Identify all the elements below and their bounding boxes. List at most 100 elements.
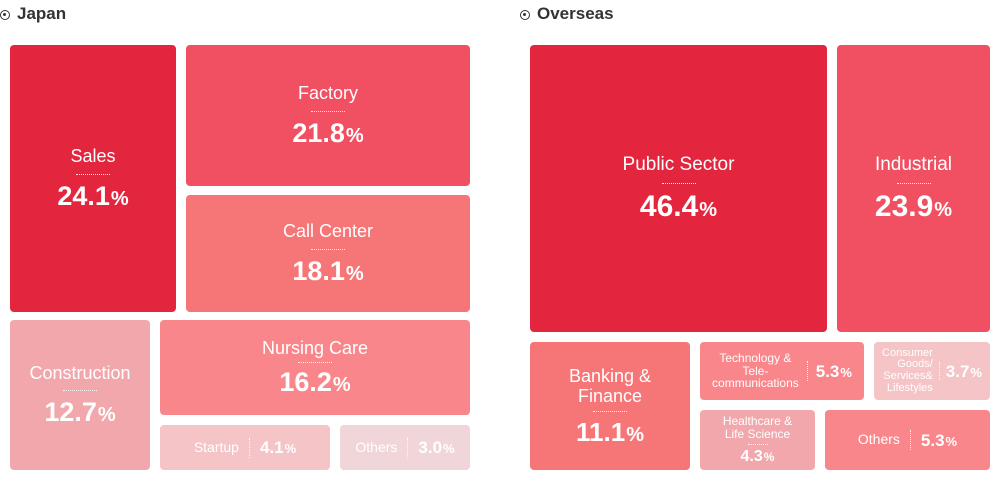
tile-value: 5.3% (816, 363, 852, 380)
dotted-separator (909, 430, 911, 450)
percent-sign: % (970, 364, 982, 380)
label-line: Healthcare & (722, 414, 793, 429)
percent-sign: % (443, 441, 455, 456)
value-number: 3.0 (418, 438, 443, 457)
tile-value: 24.1% (57, 180, 129, 211)
percent-sign: % (840, 364, 852, 380)
tile-technology-telecom: Technology & Tele- communications 5.3% (700, 342, 864, 400)
tile-label: Industrial (874, 154, 953, 176)
tile-label: Others (857, 431, 900, 448)
tile-consumer-goods: Consumer Goods/ Services& Lifestyles 3.7… (874, 342, 990, 400)
value-number: 11.1 (576, 417, 626, 448)
dotted-separator (661, 182, 696, 184)
dotted-separator (248, 437, 250, 458)
tile-startup: Startup 4.1% (160, 425, 330, 470)
tile-value: 5.3% (921, 432, 957, 449)
label-line: Tele- (742, 363, 769, 378)
dotted-separator (311, 248, 345, 250)
overseas-title: Overseas (520, 4, 614, 24)
percent-sign: % (934, 198, 953, 221)
tile-value: 12.7% (44, 399, 115, 426)
tile-value: 3.0% (418, 439, 454, 456)
value-number: 5.3 (920, 430, 945, 450)
dotted-separator (407, 437, 409, 458)
label-line: Lifestyles (886, 381, 933, 394)
tile-label: Others (355, 438, 398, 455)
label-line: Finance (577, 385, 643, 406)
tile-label: Startup (193, 438, 239, 455)
dotted-separator (63, 390, 97, 392)
percent-sign: % (763, 449, 775, 464)
tile-industrial: Industrial 23.9% (837, 45, 990, 332)
percent-sign: % (97, 404, 116, 427)
dotted-separator (298, 362, 332, 364)
japan-title: Japan (0, 4, 66, 24)
tile-value: 16.2% (279, 369, 350, 396)
tile-sales: Sales 24.1% (10, 45, 176, 312)
tile-call-center: Call Center 18.1% (186, 195, 470, 312)
dotted-separator (593, 411, 627, 413)
tile-value: 4.1% (260, 439, 296, 456)
label-line: Consumer (882, 346, 933, 359)
label-line: Banking & (568, 365, 652, 386)
tile-label: Call Center (282, 221, 374, 242)
percent-sign: % (332, 374, 351, 397)
label-line: Goods/ (897, 358, 933, 371)
tile-value: 21.8% (292, 117, 363, 148)
radio-dot-icon (520, 10, 530, 20)
tile-value: 3.7% (946, 363, 982, 380)
tile-label: Factory (297, 83, 358, 104)
tile-label: Banking & Finance (568, 365, 652, 407)
value-number: 4.3 (740, 447, 763, 465)
radio-dot-icon (0, 10, 10, 20)
dotted-separator (806, 361, 808, 381)
overseas-title-text: Overseas (537, 4, 614, 23)
tile-label: Consumer Goods/ Services& Lifestyles (882, 346, 933, 394)
percent-sign: % (110, 187, 129, 210)
tile-value: 18.1% (292, 255, 364, 286)
tile-public-sector: Public Sector 46.4% (530, 45, 827, 332)
tile-label: Sales (70, 146, 116, 167)
tile-healthcare: Healthcare & Life Science 4.3% (700, 410, 815, 470)
tile-label: Healthcare & Life Science (723, 415, 792, 440)
percent-sign: % (345, 262, 364, 285)
value-number: 12.7 (44, 397, 97, 428)
value-number: 21.8 (292, 117, 345, 148)
value-number: 3.7 (945, 361, 970, 381)
tile-others-overseas: Others 5.3% (825, 410, 990, 470)
dotted-separator (311, 110, 345, 112)
value-number: 18.1 (292, 255, 345, 286)
tile-nursing-care: Nursing Care 16.2% (160, 320, 470, 415)
value-number: 4.1 (259, 438, 284, 457)
tile-construction: Construction 12.7% (10, 320, 150, 470)
tile-value: 23.9% (874, 189, 953, 223)
percent-sign: % (626, 424, 644, 447)
label-line: Technology & (719, 351, 792, 366)
dotted-separator (747, 443, 768, 445)
label-line: communications (712, 376, 799, 391)
tile-label: Construction (29, 362, 131, 383)
japan-title-text: Japan (17, 4, 67, 23)
dotted-separator (896, 182, 931, 184)
tile-value: 46.4% (639, 189, 718, 223)
tile-value: 11.1% (576, 419, 644, 445)
value-number: 23.9 (874, 189, 934, 223)
label-line: Life Science (724, 427, 791, 441)
value-number: 24.1 (57, 180, 110, 211)
percent-sign: % (699, 198, 718, 221)
tile-label: Nursing Care (261, 337, 369, 358)
percent-sign: % (945, 433, 958, 449)
tile-label: Public Sector (622, 154, 735, 176)
value-number: 5.3 (815, 361, 840, 381)
value-number: 46.4 (639, 189, 699, 223)
value-number: 16.2 (279, 367, 332, 398)
dotted-separator (938, 362, 940, 380)
dotted-separator (76, 173, 110, 175)
percent-sign: % (284, 441, 297, 456)
label-line: Services& (883, 370, 933, 382)
tile-factory: Factory 21.8% (186, 45, 470, 186)
tile-banking-finance: Banking & Finance 11.1% (530, 342, 690, 470)
tile-label: Technology & Tele- communications (712, 352, 799, 390)
tile-others-japan: Others 3.0% (340, 425, 470, 470)
tile-value: 4.3% (740, 447, 775, 465)
